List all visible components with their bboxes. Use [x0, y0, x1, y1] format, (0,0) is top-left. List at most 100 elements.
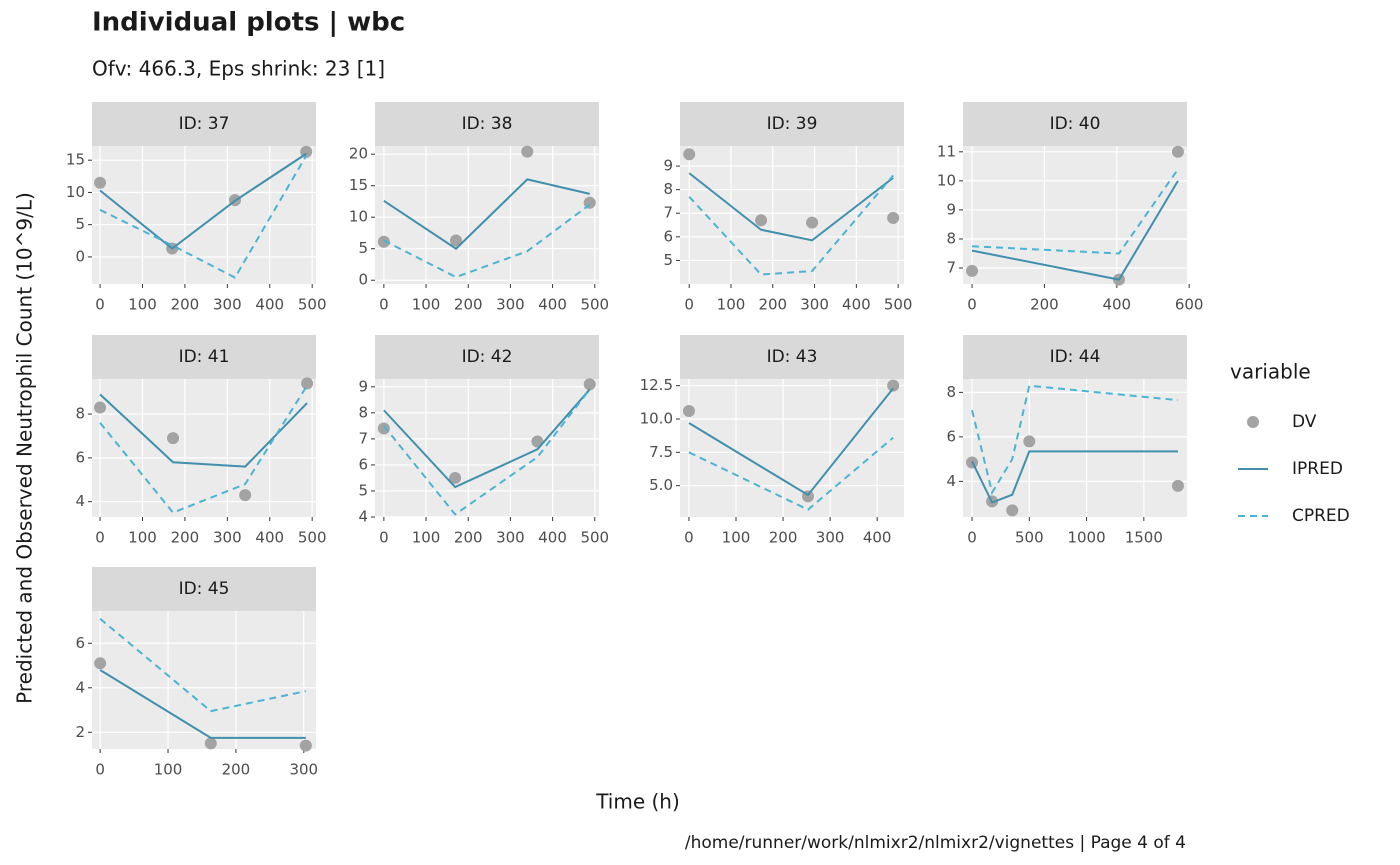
- data-point: [887, 211, 900, 224]
- x-tick-label: 300: [496, 529, 525, 547]
- x-tick-label: 300: [816, 529, 845, 547]
- series-line: [99, 152, 307, 250]
- series-line: [688, 436, 894, 511]
- data-point: [301, 377, 314, 390]
- series-line: [688, 174, 894, 276]
- y-tick-label: 9: [663, 157, 673, 175]
- y-tick-label: 5: [75, 215, 85, 233]
- data-point: [94, 401, 107, 414]
- data-point: [683, 148, 696, 161]
- data-point: [1006, 504, 1019, 517]
- caption: /home/runner/work/nlmixr2/nlmixr2/vignet…: [685, 833, 1186, 853]
- data-point: [583, 378, 596, 391]
- y-tick-label: 0: [75, 247, 85, 265]
- x-tick-label: 500: [298, 529, 327, 547]
- y-tick-label: 5: [358, 481, 368, 499]
- x-tick-label: 100: [412, 529, 441, 547]
- x-tick-label: 500: [298, 296, 327, 314]
- y-tick-label: 10: [349, 208, 368, 226]
- y-tick-label: 15: [349, 176, 368, 194]
- panel-background: [375, 379, 599, 517]
- x-tick-label: 100: [128, 296, 157, 314]
- y-tick-label: 8: [75, 405, 85, 423]
- x-tick-label: 400: [538, 529, 567, 547]
- data-point: [239, 489, 252, 502]
- x-tick-label: 400: [863, 529, 892, 547]
- x-tick-label: 100: [717, 296, 746, 314]
- data-point: [94, 657, 107, 670]
- y-tick-label: 7: [663, 204, 673, 222]
- panel-background: [92, 611, 316, 749]
- y-tick-label: 7: [358, 429, 368, 447]
- x-tick-label: 300: [496, 296, 525, 314]
- y-tick-label: 12.5: [640, 376, 673, 394]
- y-tick-label: 15: [66, 151, 85, 169]
- y-tick-label: 8: [946, 229, 956, 247]
- x-tick-label: 100: [128, 529, 157, 547]
- y-tick-label: 6: [946, 427, 956, 445]
- y-tick-label: 8: [358, 403, 368, 421]
- x-tick-label: 100: [412, 296, 441, 314]
- x-tick-label: 100: [722, 529, 751, 547]
- x-tick-label: 200: [1030, 296, 1059, 314]
- data-point: [755, 214, 768, 227]
- y-tick-label: 0: [358, 271, 368, 289]
- panel-title: ID: 38: [462, 114, 513, 134]
- panel-title: ID: 45: [179, 579, 230, 599]
- x-tick-label: 0: [379, 529, 389, 547]
- panel-background: [375, 146, 599, 284]
- x-tick-label: 0: [967, 529, 977, 547]
- panel-background: [92, 146, 316, 284]
- data-point: [377, 235, 390, 248]
- y-tick-label: 9: [358, 377, 368, 395]
- series-line: [688, 387, 894, 497]
- data-point: [94, 176, 107, 189]
- y-tick-label: 6: [663, 227, 673, 245]
- x-tick-label: 500: [580, 296, 609, 314]
- strip: [680, 102, 904, 146]
- x-tick-label: 200: [454, 529, 483, 547]
- series-line: [99, 669, 306, 739]
- x-tick-label: 1000: [1067, 529, 1105, 547]
- data-point: [1171, 479, 1184, 492]
- panel-title: ID: 44: [1050, 347, 1101, 367]
- x-tick-label: 200: [171, 296, 200, 314]
- x-tick-label: 0: [684, 296, 694, 314]
- y-tick-label: 5: [358, 239, 368, 257]
- x-tick-label: 300: [289, 761, 318, 779]
- data-point: [1023, 435, 1036, 448]
- series-line: [99, 393, 308, 468]
- strip: [92, 335, 316, 379]
- y-tick-label: 6: [75, 634, 85, 652]
- x-tick-label: 500: [884, 296, 913, 314]
- data-point: [1171, 145, 1184, 158]
- panel-title: ID: 37: [179, 114, 230, 134]
- x-tick-label: 500: [1015, 529, 1044, 547]
- y-tick-label: 4: [946, 472, 956, 490]
- strip: [680, 335, 904, 379]
- legend-key: [1247, 416, 1259, 428]
- x-tick-label: 0: [95, 296, 105, 314]
- x-tick-label: 0: [967, 296, 977, 314]
- panel-title: ID: 41: [179, 347, 230, 367]
- series-line: [383, 178, 590, 250]
- x-tick-label: 0: [684, 529, 694, 547]
- strip: [963, 335, 1187, 379]
- legend-label: CPRED: [1292, 506, 1350, 526]
- x-tick-label: 400: [255, 296, 284, 314]
- y-tick-label: 7: [946, 259, 956, 277]
- x-tick-label: 600: [1175, 296, 1204, 314]
- y-tick-label: 10: [937, 171, 956, 189]
- x-tick-label: 200: [758, 296, 787, 314]
- data-point: [449, 234, 462, 247]
- x-tick-label: 0: [379, 296, 389, 314]
- x-tick-label: 300: [800, 296, 829, 314]
- y-tick-label: 4: [75, 678, 85, 696]
- strip: [92, 102, 316, 146]
- x-tick-label: 400: [255, 529, 284, 547]
- panel-title: ID: 43: [767, 347, 818, 367]
- data-point: [204, 737, 217, 750]
- data-point: [377, 422, 390, 435]
- y-tick-label: 9: [946, 200, 956, 218]
- series-line: [971, 384, 1179, 496]
